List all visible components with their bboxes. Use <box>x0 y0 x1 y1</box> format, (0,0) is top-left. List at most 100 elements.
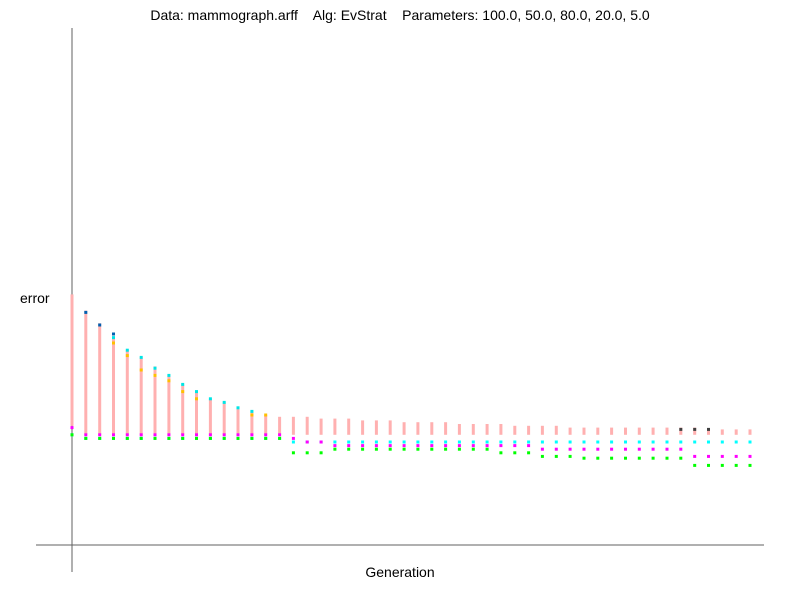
point-s2-21 <box>361 447 365 451</box>
point-s5-7 <box>167 373 171 377</box>
point-s3-34 <box>540 447 544 451</box>
point-s1-16 <box>291 440 295 444</box>
point-s1-20 <box>347 440 351 444</box>
point-s1-43 <box>665 440 669 444</box>
range-bar-26 <box>430 422 434 435</box>
point-s1-26 <box>430 440 434 444</box>
range-bar-16 <box>291 416 295 435</box>
point-s2-42 <box>651 456 655 460</box>
range-bar-49 <box>748 429 752 435</box>
range-bar-19 <box>333 418 337 435</box>
point-s3-3 <box>112 433 115 437</box>
point-s1-47 <box>720 440 724 444</box>
point-s2-31 <box>499 451 503 455</box>
point-s2-45 <box>693 463 697 467</box>
point-s5-13 <box>250 409 254 413</box>
range-bar-47 <box>720 429 724 435</box>
point-s3-47 <box>720 454 724 458</box>
point-s2-19 <box>333 447 337 451</box>
range-bar-8 <box>181 384 185 435</box>
point-s3-37 <box>582 447 586 451</box>
point-s3-17 <box>305 440 309 444</box>
range-bar-4 <box>125 350 129 435</box>
point-s3-31 <box>499 444 503 448</box>
point-s3-26 <box>430 444 434 448</box>
y-axis-label: error <box>20 290 50 306</box>
range-bar-38 <box>596 427 600 435</box>
point-s2-30 <box>485 447 489 451</box>
point-s2-14 <box>264 436 268 440</box>
point-s3-24 <box>402 444 406 448</box>
range-bar-33 <box>527 425 531 435</box>
point-s6-13 <box>250 413 254 417</box>
point-s1-24 <box>402 440 406 444</box>
point-s1-44 <box>679 440 683 444</box>
range-bar-10 <box>208 398 212 435</box>
range-bar-17 <box>305 416 309 435</box>
point-s3-4 <box>125 433 129 437</box>
point-s3-49 <box>748 454 752 458</box>
point-s1-21 <box>361 440 365 444</box>
point-s3-15 <box>278 433 282 437</box>
point-s2-33 <box>527 451 531 455</box>
range-bar-42 <box>651 427 655 435</box>
range-bar-21 <box>361 420 365 435</box>
range-bar-6 <box>153 366 157 435</box>
point-s2-34 <box>540 454 544 458</box>
point-s3-7 <box>167 433 171 437</box>
point-s1-34 <box>540 440 544 444</box>
point-s7-46 <box>707 427 710 431</box>
point-s6-8 <box>181 390 185 394</box>
point-s3-11 <box>222 433 226 437</box>
point-s3-40 <box>624 447 627 451</box>
range-bar-44 <box>679 427 683 435</box>
point-s2-9 <box>195 436 198 440</box>
point-s3-41 <box>637 447 641 451</box>
point-s2-37 <box>582 456 586 460</box>
range-bar-45 <box>693 427 697 435</box>
point-s1-48 <box>734 440 738 444</box>
range-bar-34 <box>540 425 544 435</box>
point-s2-6 <box>153 436 157 440</box>
range-bar-23 <box>388 420 392 435</box>
point-s3-5 <box>139 433 143 437</box>
range-bar-24 <box>402 422 406 435</box>
range-bar-37 <box>582 427 586 435</box>
point-s2-24 <box>402 447 406 451</box>
point-s2-23 <box>388 447 392 451</box>
point-s3-38 <box>596 447 600 451</box>
point-s5-4 <box>125 348 129 352</box>
point-s3-8 <box>181 433 185 437</box>
point-s3-32 <box>513 444 517 448</box>
range-bar-11 <box>222 402 226 435</box>
point-s2-13 <box>250 436 254 440</box>
point-s2-48 <box>734 463 738 467</box>
point-s3-35 <box>554 447 558 451</box>
range-bar-0 <box>70 294 74 426</box>
point-s2-35 <box>554 454 558 458</box>
point-s6-14 <box>264 413 268 417</box>
range-bar-2 <box>98 323 102 435</box>
point-s3-27 <box>444 444 448 448</box>
point-s1-23 <box>388 440 392 444</box>
point-s1-35 <box>554 440 558 444</box>
x-axis-label: Generation <box>365 564 434 580</box>
point-s2-38 <box>596 456 600 460</box>
range-bar-14 <box>264 415 268 435</box>
point-s3-9 <box>195 433 198 437</box>
point-s2-17 <box>305 451 309 455</box>
point-s2-12 <box>236 436 240 440</box>
point-s1-40 <box>624 440 627 444</box>
point-s1-27 <box>444 440 448 444</box>
point-s3-6 <box>153 433 157 437</box>
range-bar-35 <box>554 425 558 435</box>
point-s2-27 <box>444 447 448 451</box>
range-bar-41 <box>637 427 641 435</box>
point-s2-20 <box>347 447 351 451</box>
point-s1-28 <box>457 440 461 444</box>
point-s3-10 <box>208 433 212 437</box>
point-s2-11 <box>222 436 226 440</box>
point-s3-48 <box>734 454 738 458</box>
point-s1-31 <box>499 440 503 444</box>
point-s7-45 <box>693 427 697 431</box>
